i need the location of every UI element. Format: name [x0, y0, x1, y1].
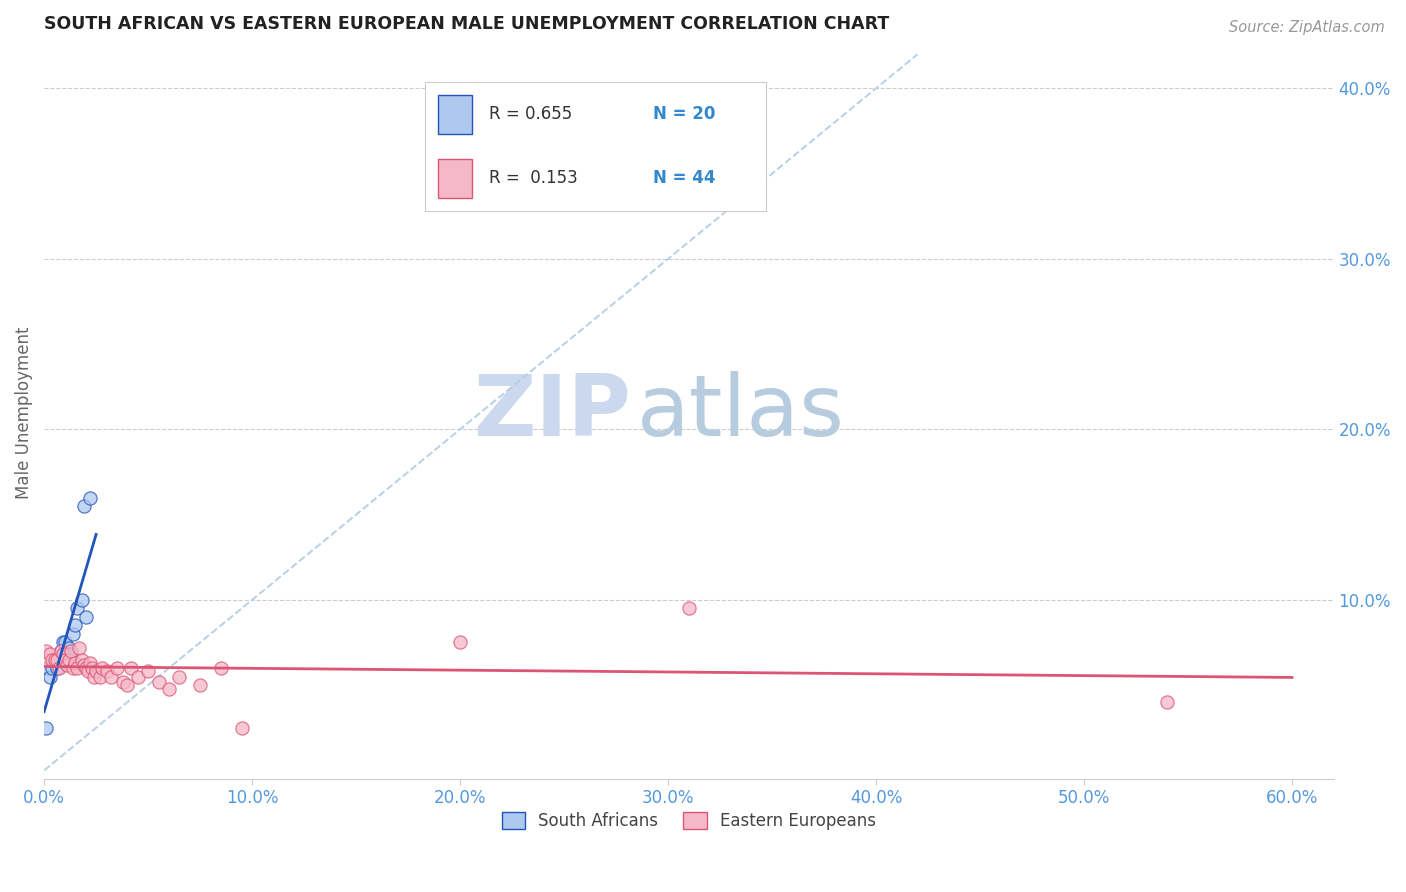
Point: [52, 648, 75, 662]
Point: [41, 661, 63, 675]
Point: [44, 652, 66, 666]
Point: [49, 644, 72, 658]
Point: [117, 678, 139, 692]
Point: [56, 657, 79, 672]
Point: [65, 656, 87, 670]
Point: [35, 721, 58, 735]
Point: [209, 661, 232, 675]
Point: [89, 670, 111, 684]
Point: [148, 674, 170, 689]
Point: [105, 661, 128, 675]
Point: [70, 652, 93, 666]
Point: [83, 670, 105, 684]
Point: [91, 661, 114, 675]
Point: [75, 610, 97, 624]
Point: [60, 648, 83, 662]
Text: SOUTH AFRICAN VS EASTERN EUROPEAN MALE UNEMPLOYMENT CORRELATION CHART: SOUTH AFRICAN VS EASTERN EUROPEAN MALE U…: [44, 15, 890, 33]
Point: [100, 670, 122, 684]
Point: [41, 652, 63, 666]
Point: [84, 665, 107, 679]
Point: [39, 648, 62, 662]
Point: [66, 601, 89, 615]
Point: [66, 661, 89, 675]
Point: [80, 661, 103, 675]
Point: [48, 661, 70, 675]
Legend: South Africans, Eastern Europeans: South Africans, Eastern Europeans: [495, 805, 883, 837]
Point: [52, 635, 75, 649]
Point: [157, 681, 180, 696]
Point: [62, 661, 84, 675]
Point: [45, 652, 67, 666]
Point: [72, 499, 94, 513]
Point: [65, 618, 87, 632]
Point: [678, 601, 700, 615]
Point: [49, 644, 72, 658]
Point: [121, 661, 143, 675]
Text: ZIP: ZIP: [472, 371, 631, 454]
Point: [79, 656, 101, 670]
Point: [188, 678, 211, 692]
Point: [58, 652, 80, 666]
Point: [37, 661, 59, 675]
Point: [96, 665, 118, 679]
Point: [39, 670, 62, 684]
Point: [69, 640, 91, 655]
Text: atlas: atlas: [637, 371, 845, 454]
Point: [127, 670, 149, 684]
Point: [449, 635, 471, 649]
Point: [231, 721, 253, 735]
Point: [48, 652, 70, 666]
Point: [72, 657, 94, 672]
Point: [45, 661, 67, 675]
Point: [1156, 695, 1178, 709]
Point: [53, 652, 76, 666]
Point: [44, 652, 66, 666]
Point: [76, 665, 98, 679]
Point: [58, 640, 80, 655]
Point: [35, 644, 58, 658]
Y-axis label: Male Unemployment: Male Unemployment: [15, 326, 32, 499]
Point: [70, 592, 93, 607]
Point: [56, 648, 79, 662]
Point: [75, 661, 97, 675]
Point: [79, 491, 101, 505]
Text: Source: ZipAtlas.com: Source: ZipAtlas.com: [1229, 20, 1385, 35]
Point: [60, 644, 83, 658]
Point: [112, 674, 135, 689]
Point: [53, 635, 76, 649]
Point: [37, 652, 59, 666]
Point: [169, 670, 191, 684]
Point: [62, 627, 84, 641]
Point: [136, 665, 159, 679]
